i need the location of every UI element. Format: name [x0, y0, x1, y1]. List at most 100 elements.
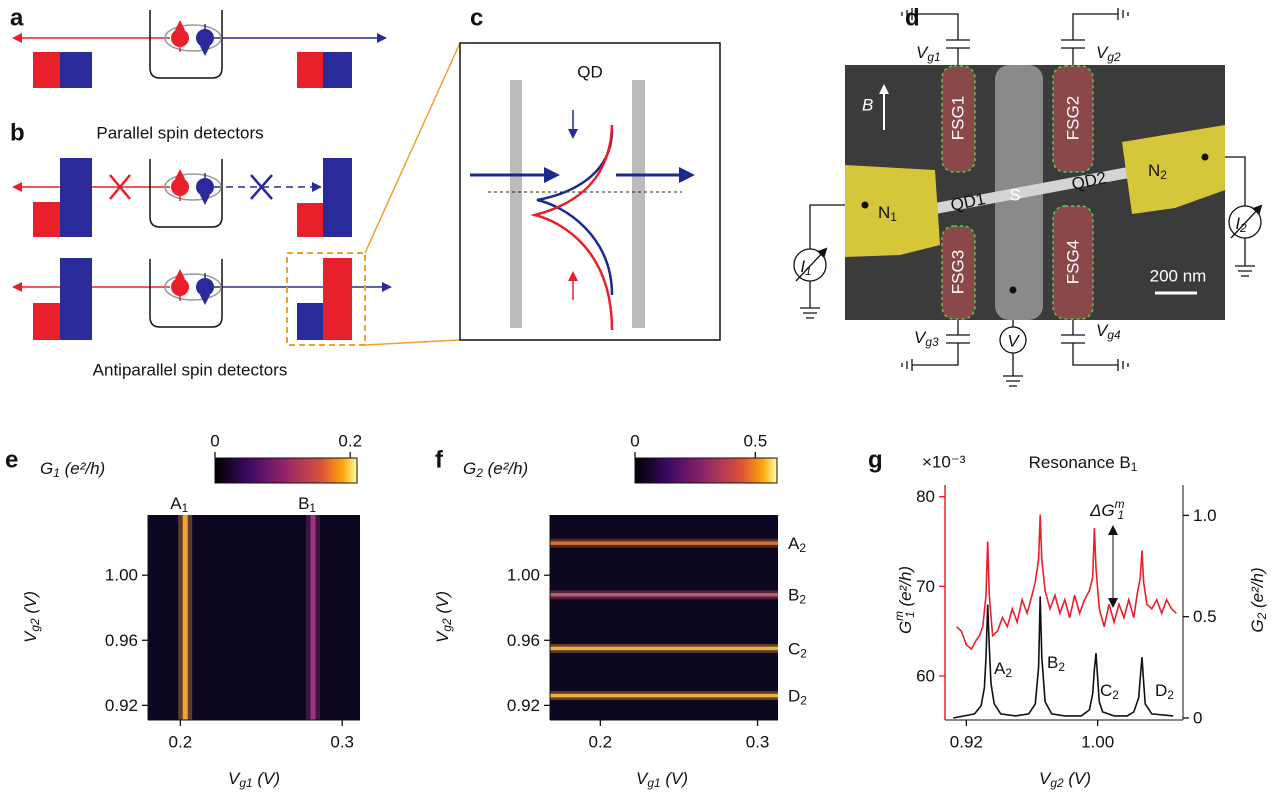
label-part: 1 [1118, 508, 1125, 522]
caption: Antiparallel spin detectors [93, 361, 288, 380]
scale-label: ×10⁻³ [922, 453, 966, 472]
panel-label: f [435, 447, 444, 474]
bar [33, 202, 60, 237]
panel-label: e [5, 447, 18, 474]
label-part: G [1248, 619, 1267, 632]
colorbar-tick-label: 0 [210, 432, 219, 451]
resonance-label: D2 [788, 686, 807, 708]
cooper-pair [150, 10, 222, 78]
gate [941, 65, 976, 173]
panel-c: QD [364, 42, 721, 346]
dos-curve [530, 124, 614, 331]
bar [297, 52, 323, 88]
label-part: 1 [182, 501, 189, 515]
label-part: (e²/h) [483, 459, 528, 478]
label-part: g1 [927, 50, 940, 64]
label-part: V [916, 43, 929, 62]
label-part: N [1148, 161, 1160, 180]
label-part: B [1047, 653, 1058, 672]
y-tick-label: 1.00 [105, 566, 138, 585]
bar [323, 258, 352, 340]
dot-label: QD [577, 63, 603, 82]
x-tick-label: 0.3 [330, 733, 354, 752]
panel-label: b [10, 120, 25, 147]
gate [1052, 65, 1094, 173]
lead [1122, 125, 1225, 214]
label-part: ΔG [1089, 501, 1115, 520]
label-part: 1 [903, 611, 917, 618]
bar [33, 303, 60, 340]
panel-label: c [470, 5, 483, 32]
label-part: A [994, 659, 1006, 678]
colorbar [634, 457, 778, 484]
scale-label: 200 nm [1150, 267, 1207, 286]
cross [109, 174, 131, 200]
voltage-label: Vg3 [914, 328, 939, 350]
colorbar-tick-label: 0.5 [744, 432, 768, 451]
y-axis-label: Vg2 (V) [433, 591, 455, 643]
bar [60, 258, 92, 340]
label-part: Resonance B [1029, 453, 1131, 472]
label-part: V [636, 769, 649, 788]
cooper-pair [150, 159, 222, 227]
label-part: 2 [1239, 221, 1247, 235]
s-label: S [1009, 186, 1020, 205]
heatmap-background [550, 515, 778, 720]
label-part: V [433, 630, 452, 643]
lead-label: N1 [878, 203, 897, 225]
gate-label: FSG1 [949, 96, 968, 140]
label-part: (V) [253, 769, 280, 788]
y-tick-label: 1.0 [1193, 506, 1217, 525]
label-part: B [788, 585, 799, 604]
y-tick-label: 70 [916, 577, 935, 596]
resonance-label: A2 [788, 534, 806, 556]
label-part: 1 [1131, 460, 1138, 474]
x-axis-label: Vg1 (V) [636, 769, 688, 791]
x-tick-label: 0.2 [588, 733, 612, 752]
label-part: I [1235, 214, 1240, 233]
resonance-label: A1 [170, 494, 188, 516]
label-part: B [298, 494, 309, 513]
cross [250, 174, 273, 200]
label-part: (V) [21, 591, 40, 618]
lead-label: N2 [1148, 161, 1167, 183]
colorbar-tick-label: 0 [630, 432, 639, 451]
bar [60, 52, 92, 88]
peak-label: D2 [1155, 681, 1174, 703]
label-part: m [892, 611, 906, 621]
x-tick-label: 0.92 [950, 733, 983, 752]
resonance-label: C2 [788, 639, 807, 661]
label-part: g2 [28, 618, 42, 632]
label-part: V [1096, 321, 1109, 340]
label-part: (e²/h) [1248, 567, 1267, 612]
annotation: ΔGm 1 [1089, 497, 1125, 522]
label-part: 2 [800, 646, 807, 660]
resonance-label: B1 [298, 494, 316, 516]
colorbar-label: G2 (e²/h) [463, 459, 528, 481]
label-part: g1 [647, 776, 660, 790]
caption: Parallel spin detectors [96, 124, 263, 143]
label-part: D [788, 686, 800, 705]
label-part: (V) [1064, 769, 1091, 788]
peak-label: A2 [994, 659, 1012, 681]
panel-d: B FSG1 FSG2 FSG3 FSG4 QD1 QD2 S N1 N2 20… [793, 8, 1263, 387]
y-tick-label: 0.96 [507, 631, 540, 650]
label-part: g2 [440, 618, 454, 632]
label-part: g1 [239, 776, 252, 790]
label-part: (e²/h) [896, 566, 915, 611]
panel-label: a [10, 5, 24, 32]
x-axis-label: Vg1 (V) [228, 769, 280, 791]
label-part: 2 [800, 694, 807, 708]
label-part: 2 [1167, 688, 1174, 702]
voltage-label: Vg1 [916, 43, 941, 65]
label-part: G [463, 459, 476, 478]
data-line [953, 596, 1174, 719]
panel-b: Parallel spin detectors Antiparallel spi… [12, 124, 392, 380]
x-axis-label: Vg2 (V) [1039, 769, 1091, 791]
label-part: G [896, 621, 915, 634]
label-part: A [788, 534, 800, 553]
barrier [632, 80, 645, 328]
label-part: m [1115, 497, 1125, 511]
current-label: I1 [800, 257, 811, 279]
